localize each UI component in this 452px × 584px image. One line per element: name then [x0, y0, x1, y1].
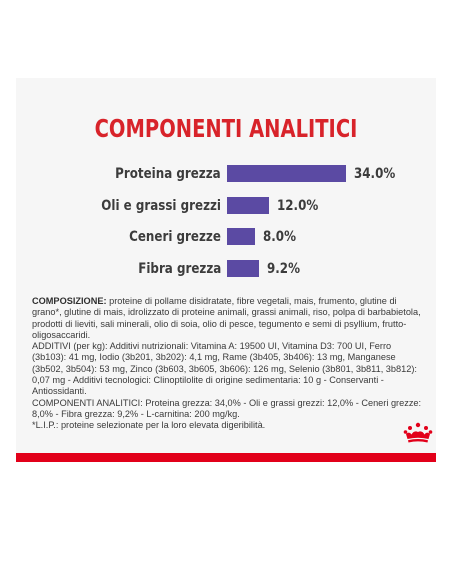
composition-paragraph: COMPOSIZIONE: proteine di pollame disidr…: [32, 296, 424, 341]
nutrient-label: Fibra grezza: [137, 261, 221, 277]
nutrient-row: Oli e grassi grezzi 12.0%: [16, 194, 436, 218]
nutrition-card: COMPONENTI ANALITICI Proteina grezza 34.0…: [16, 78, 436, 462]
bottom-accent-rule: [16, 453, 436, 462]
section-title: COMPONENTI ANALITICI: [94, 114, 358, 143]
nutrient-row: Ceneri grezze 8.0%: [16, 225, 436, 249]
nutrient-row: Fibra grezza 9.2%: [16, 257, 436, 281]
footnote-paragraph: *L.I.P.: proteine selezionate per la lor…: [32, 420, 266, 431]
nutrient-label: Proteina grezza: [115, 166, 221, 182]
analytical-paragraph: COMPONENTI ANALITICI: Proteina grezza: 3…: [32, 397, 422, 419]
nutrient-value: 34.0%: [354, 166, 396, 182]
nutrient-value: 8.0%: [263, 229, 296, 245]
additives-paragraph: ADDITIVI (per kg): Additivi nutrizionali…: [32, 341, 417, 397]
nutrient-bar: [227, 260, 259, 277]
nutrient-value: 9.2%: [267, 261, 300, 277]
nutrient-bar: [227, 228, 255, 245]
nutrient-label: Oli e grassi grezzi: [101, 198, 221, 214]
ingredients-text: COMPOSIZIONE: proteine di pollame disidr…: [32, 296, 424, 432]
nutrient-bar: [227, 165, 346, 182]
nutrient-bar: [227, 197, 269, 214]
nutrient-label: Ceneri grezze: [129, 229, 221, 245]
composition-text: proteine di pollame disidratate, fibre v…: [32, 296, 421, 340]
nutrient-row: Proteina grezza 34.0%: [16, 162, 436, 186]
royal-crown-icon: [403, 422, 433, 443]
composition-heading: COMPOSIZIONE:: [32, 296, 107, 306]
nutrient-value: 12.0%: [277, 198, 319, 214]
